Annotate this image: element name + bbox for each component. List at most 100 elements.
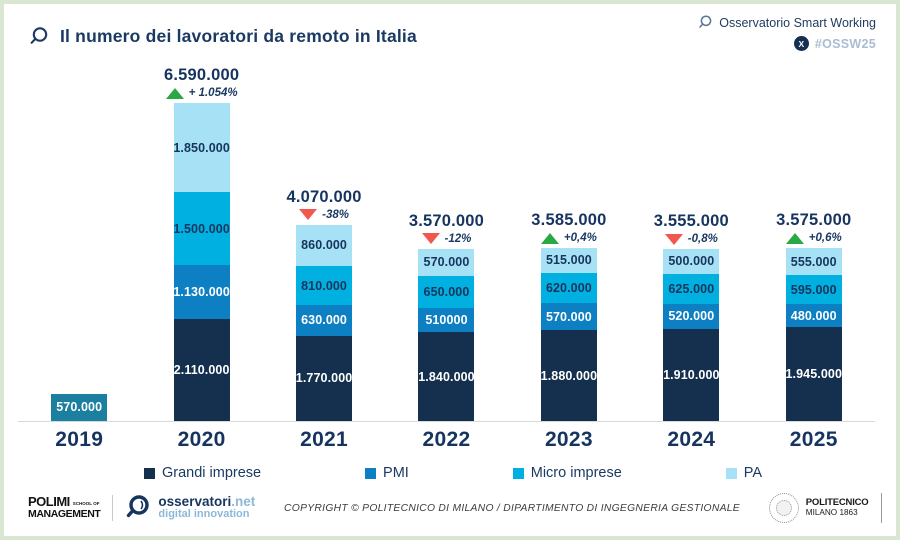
year-label-2020: 2020 xyxy=(177,428,226,451)
bar-change-label: +0,4% xyxy=(563,232,597,245)
bar-segment: 570.000 xyxy=(51,393,108,421)
bar-stack-2021: 860.000 810.000 630.000 1.770.000 xyxy=(295,224,353,421)
chart-column-2023: 3.585.000 +0,4% 515.000 620.000 570.000 1.880… xyxy=(508,62,630,421)
triangle-up-icon xyxy=(165,87,184,99)
footer-divider xyxy=(112,495,114,521)
bar-segment-label: 1.910.000 xyxy=(663,367,720,382)
legend-item: PA xyxy=(725,465,762,481)
bar-segment: 480.000 xyxy=(785,303,842,328)
legend-label: Grandi imprese xyxy=(162,465,262,481)
bar-change-row: + 1.054% xyxy=(165,86,238,100)
brand-block: Osservatorio Smart Working X #OSSW25 xyxy=(698,14,876,51)
bar-segment-label: 1.770.000 xyxy=(295,371,353,386)
bar-segment-label: 515.000 xyxy=(545,253,592,268)
polimi-school-text: SCHOOL OF xyxy=(72,501,100,506)
osservatori-magnifier-icon xyxy=(127,495,150,518)
bar-segment: 1.130.000 xyxy=(173,264,230,320)
triangle-up-icon xyxy=(785,232,804,244)
chart-column-2024: 3.555.000 -0,8% 500.000 625.000 520.000 1.910… xyxy=(630,62,752,421)
bar-stack-2025: 555.000 595.000 480.000 1.945.000 xyxy=(785,248,842,421)
bar-segment-label: 1.850.000 xyxy=(173,140,230,155)
bar-segment: 625.000 xyxy=(663,273,720,304)
bar-change-row: +0,6% xyxy=(785,231,842,245)
polimi-management-text: MANAGEMENT xyxy=(28,508,101,520)
chart-column-2022: 3.570.000 -12% 570.000 650.000 510000 1.840.0… xyxy=(385,62,507,421)
footer-end-divider xyxy=(880,493,882,523)
bar-stack-2024: 500.000 625.000 520.000 1.910.000 xyxy=(663,249,719,421)
chart-legend: Grandi imprese PMI Micro imprese PA xyxy=(144,465,762,481)
triangle-down-icon xyxy=(299,209,318,221)
bar-segment-label: 810.000 xyxy=(301,278,347,293)
bar-segment: 2.110.000 xyxy=(173,319,230,421)
bar-segment-label: 500.000 xyxy=(668,254,715,269)
bar-segment-label: 1.130.000 xyxy=(173,284,230,299)
politecnico-logo: POLITECNICO MILANO 1863 xyxy=(768,493,869,523)
bar-total-label: 3.570.000 xyxy=(408,211,485,230)
bar-stack-2019: 570.000 xyxy=(51,393,108,421)
bar-segment: 860.000 xyxy=(296,224,353,267)
bar-stack-2023: 515.000 620.000 570.000 1.880.000 xyxy=(541,248,597,421)
bar-segment-label: 520.000 xyxy=(668,309,715,324)
year-label-2019: 2019 xyxy=(55,428,104,451)
bar-segment: 510000 xyxy=(418,307,475,333)
bar-change-label: + 1.054% xyxy=(188,87,238,100)
year-label-2022: 2022 xyxy=(422,428,471,451)
footer: POLIMI SCHOOL OF MANAGEMENT osservatori.… xyxy=(28,487,882,529)
magnifier-small-icon xyxy=(699,15,712,28)
bar-segment-label: 595.000 xyxy=(790,282,837,297)
bar-segment-label: 650.000 xyxy=(423,284,470,299)
header: Il numero dei lavoratori da remoto in It… xyxy=(28,14,876,51)
triangle-up-icon xyxy=(540,232,559,244)
bar-segment-label: 570.000 xyxy=(545,309,592,324)
legend-swatch-icon xyxy=(365,467,377,479)
legend-item: Micro imprese xyxy=(512,465,622,481)
polimi-logo-text: POLIMI xyxy=(28,494,70,509)
chart-column-2025: 3.575.000 +0,6% 555.000 595.000 480.000 1.945… xyxy=(753,62,875,421)
legend-swatch-icon xyxy=(144,467,155,479)
bar-segment-label: 480.000 xyxy=(790,308,837,323)
legend-swatch-icon xyxy=(725,467,737,479)
bar-change-label: -0,8% xyxy=(687,233,718,246)
year-label-2025: 2025 xyxy=(789,428,838,451)
chart-column-2020: 6.590.000 + 1.054% 1.850.000 1.500.000 1.130… xyxy=(140,62,262,421)
bar-segment-label: 630.000 xyxy=(301,313,347,328)
osservatori-name: osservatori xyxy=(158,494,232,509)
polimi-management-logo: POLIMI SCHOOL OF MANAGEMENT xyxy=(28,494,101,520)
brand-name: Osservatorio Smart Working xyxy=(719,15,876,30)
bar-segment: 1.910.000 xyxy=(663,328,720,421)
bar-segment: 1.840.000 xyxy=(418,332,475,421)
hashtag-row: X #OSSW25 xyxy=(698,36,876,51)
bar-segment: 555.000 xyxy=(785,248,842,276)
bar-segment: 810.000 xyxy=(296,266,353,306)
legend-label: PA xyxy=(743,465,762,481)
stacked-bar-chart: 570.000 6.590.000 + 1.054% 1.850.000 1.500.0… xyxy=(18,62,875,422)
bar-segment: 1.880.000 xyxy=(541,330,597,421)
bar-segment: 500.000 xyxy=(663,249,720,274)
bar-change-row: -0,8% xyxy=(664,232,718,246)
bar-total-label: 3.555.000 xyxy=(653,212,729,231)
year-label-2023: 2023 xyxy=(544,428,593,451)
bar-segment-label: 2.110.000 xyxy=(173,363,230,378)
osservatori-logo: osservatori.net digital innovation xyxy=(125,494,255,522)
year-label-2021: 2021 xyxy=(300,428,349,451)
legend-label: Micro imprese xyxy=(530,465,622,481)
bar-stack-2020: 1.850.000 1.500.000 1.130.000 2.110.000 xyxy=(173,103,230,421)
bar-segment: 1.945.000 xyxy=(785,327,842,421)
chart-column-2021: 4.070.000 -38% 860.000 810.000 630.000 1.770.… xyxy=(263,62,385,421)
magnifier-icon xyxy=(30,26,48,44)
politecnico-year: MILANO 1863 xyxy=(805,508,858,517)
bar-segment: 1.850.000 xyxy=(173,103,230,193)
legend-item: PMI xyxy=(365,465,409,481)
bar-segment-label: 570.000 xyxy=(423,255,470,270)
bar-change-label: -38% xyxy=(322,208,349,221)
x-axis-years: 2019 2020 2021 2022 2023 2024 2025 xyxy=(18,428,875,452)
bar-segment-label: 555.000 xyxy=(790,254,837,269)
bar-segment-label: 860.000 xyxy=(301,238,347,253)
page-title: Il numero dei lavoratori da remoto in It… xyxy=(60,26,417,46)
politecnico-name: POLITECNICO xyxy=(805,497,869,508)
bar-segment-label: 1.945.000 xyxy=(785,367,842,382)
bar-segment-label: 625.000 xyxy=(668,281,715,296)
bar-segment: 520.000 xyxy=(663,303,720,329)
brand-row: Osservatorio Smart Working xyxy=(698,14,876,31)
